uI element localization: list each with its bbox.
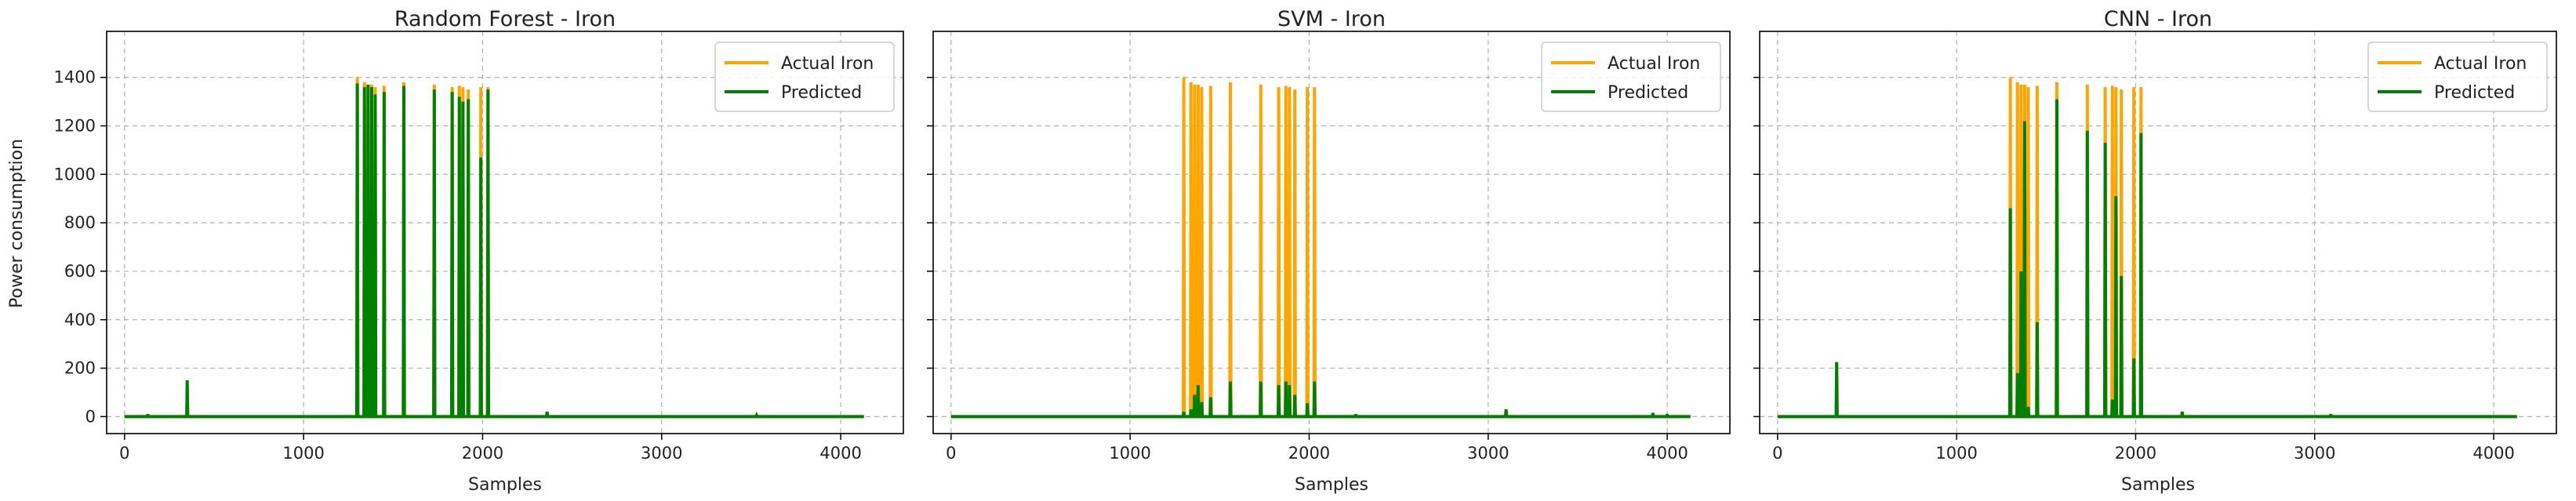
x-tick-label: 1000: [1109, 444, 1150, 463]
y-tick-label: 200: [64, 359, 96, 378]
panel-svm: 0 1000 2000 3000 4000 SVM - Iron Samples Actual…: [927, 7, 1731, 495]
x-tick-label: 4000: [2472, 444, 2514, 463]
y-tick-label: 600: [64, 262, 96, 281]
x-tick-label: 2000: [2115, 444, 2156, 463]
series-predicted: [950, 381, 1691, 419]
series-predicted: [1777, 99, 2517, 419]
x-tick-label: 0: [119, 444, 129, 463]
y-tick-label: 1400: [54, 68, 96, 87]
x-tick-label: 4000: [819, 444, 861, 463]
y-tick-label: 800: [64, 213, 96, 232]
y-tick-label: 1200: [54, 117, 96, 136]
legend-label-actual: Actual Iron: [2434, 54, 2527, 74]
legend-label-actual: Actual Iron: [781, 54, 874, 74]
y-tick-label: 400: [64, 310, 96, 329]
y-tick-label: 0: [85, 407, 96, 426]
x-axis-label: Samples: [1295, 475, 1368, 495]
plot-frame: [106, 31, 904, 434]
x-axis-label: Samples: [2121, 475, 2195, 495]
chart-title: CNN - Iron: [2104, 7, 2212, 31]
legend: Actual Iron Predicted: [714, 42, 895, 112]
x-tick-label: 0: [1772, 444, 1782, 463]
plot-frame: [1759, 31, 2557, 434]
legend-box: [1541, 42, 1721, 112]
legend-label-predicted: Predicted: [781, 83, 862, 103]
series-actual-iron: [124, 77, 864, 419]
x-axis-label: Samples: [468, 475, 542, 495]
chart-title: SVM - Iron: [1277, 7, 1386, 31]
series-actual-iron: [1777, 77, 2517, 419]
x-tick-label: 3000: [2294, 444, 2335, 463]
x-tick-label: 1000: [282, 444, 324, 463]
y-tick-label: 1000: [54, 165, 96, 183]
legend: Actual Iron Predicted: [2367, 42, 2548, 112]
x-tick-label: 1000: [1935, 444, 1977, 463]
legend-box: [2367, 42, 2548, 112]
legend: Actual Iron Predicted: [1541, 42, 1721, 112]
y-axis-label: Power consumption: [7, 139, 27, 308]
legend-label-predicted: Predicted: [2434, 83, 2515, 103]
legend-label-actual: Actual Iron: [1608, 54, 1700, 74]
x-tick-label: 2000: [462, 444, 503, 463]
panel-cnn: 0 1000 2000 3000 4000 CNN - Iron Samples Actual…: [1753, 7, 2557, 495]
legend-box: [714, 42, 895, 112]
legend-label-predicted: Predicted: [1608, 83, 1688, 103]
plot-frame: [932, 31, 1731, 434]
x-tick-label: 2000: [1288, 444, 1330, 463]
chart-title: Random Forest - Iron: [394, 7, 616, 31]
x-tick-label: 0: [946, 444, 956, 463]
series-predicted: [124, 83, 864, 419]
series-actual-iron: [950, 77, 1691, 419]
panel-random-forest: 0 1000 2000 3000 4000 0 200 400 600 800 1000 1200 14…: [54, 7, 904, 495]
x-tick-label: 4000: [1646, 444, 1688, 463]
x-tick-label: 3000: [1467, 444, 1509, 463]
x-tick-label: 3000: [641, 444, 682, 463]
